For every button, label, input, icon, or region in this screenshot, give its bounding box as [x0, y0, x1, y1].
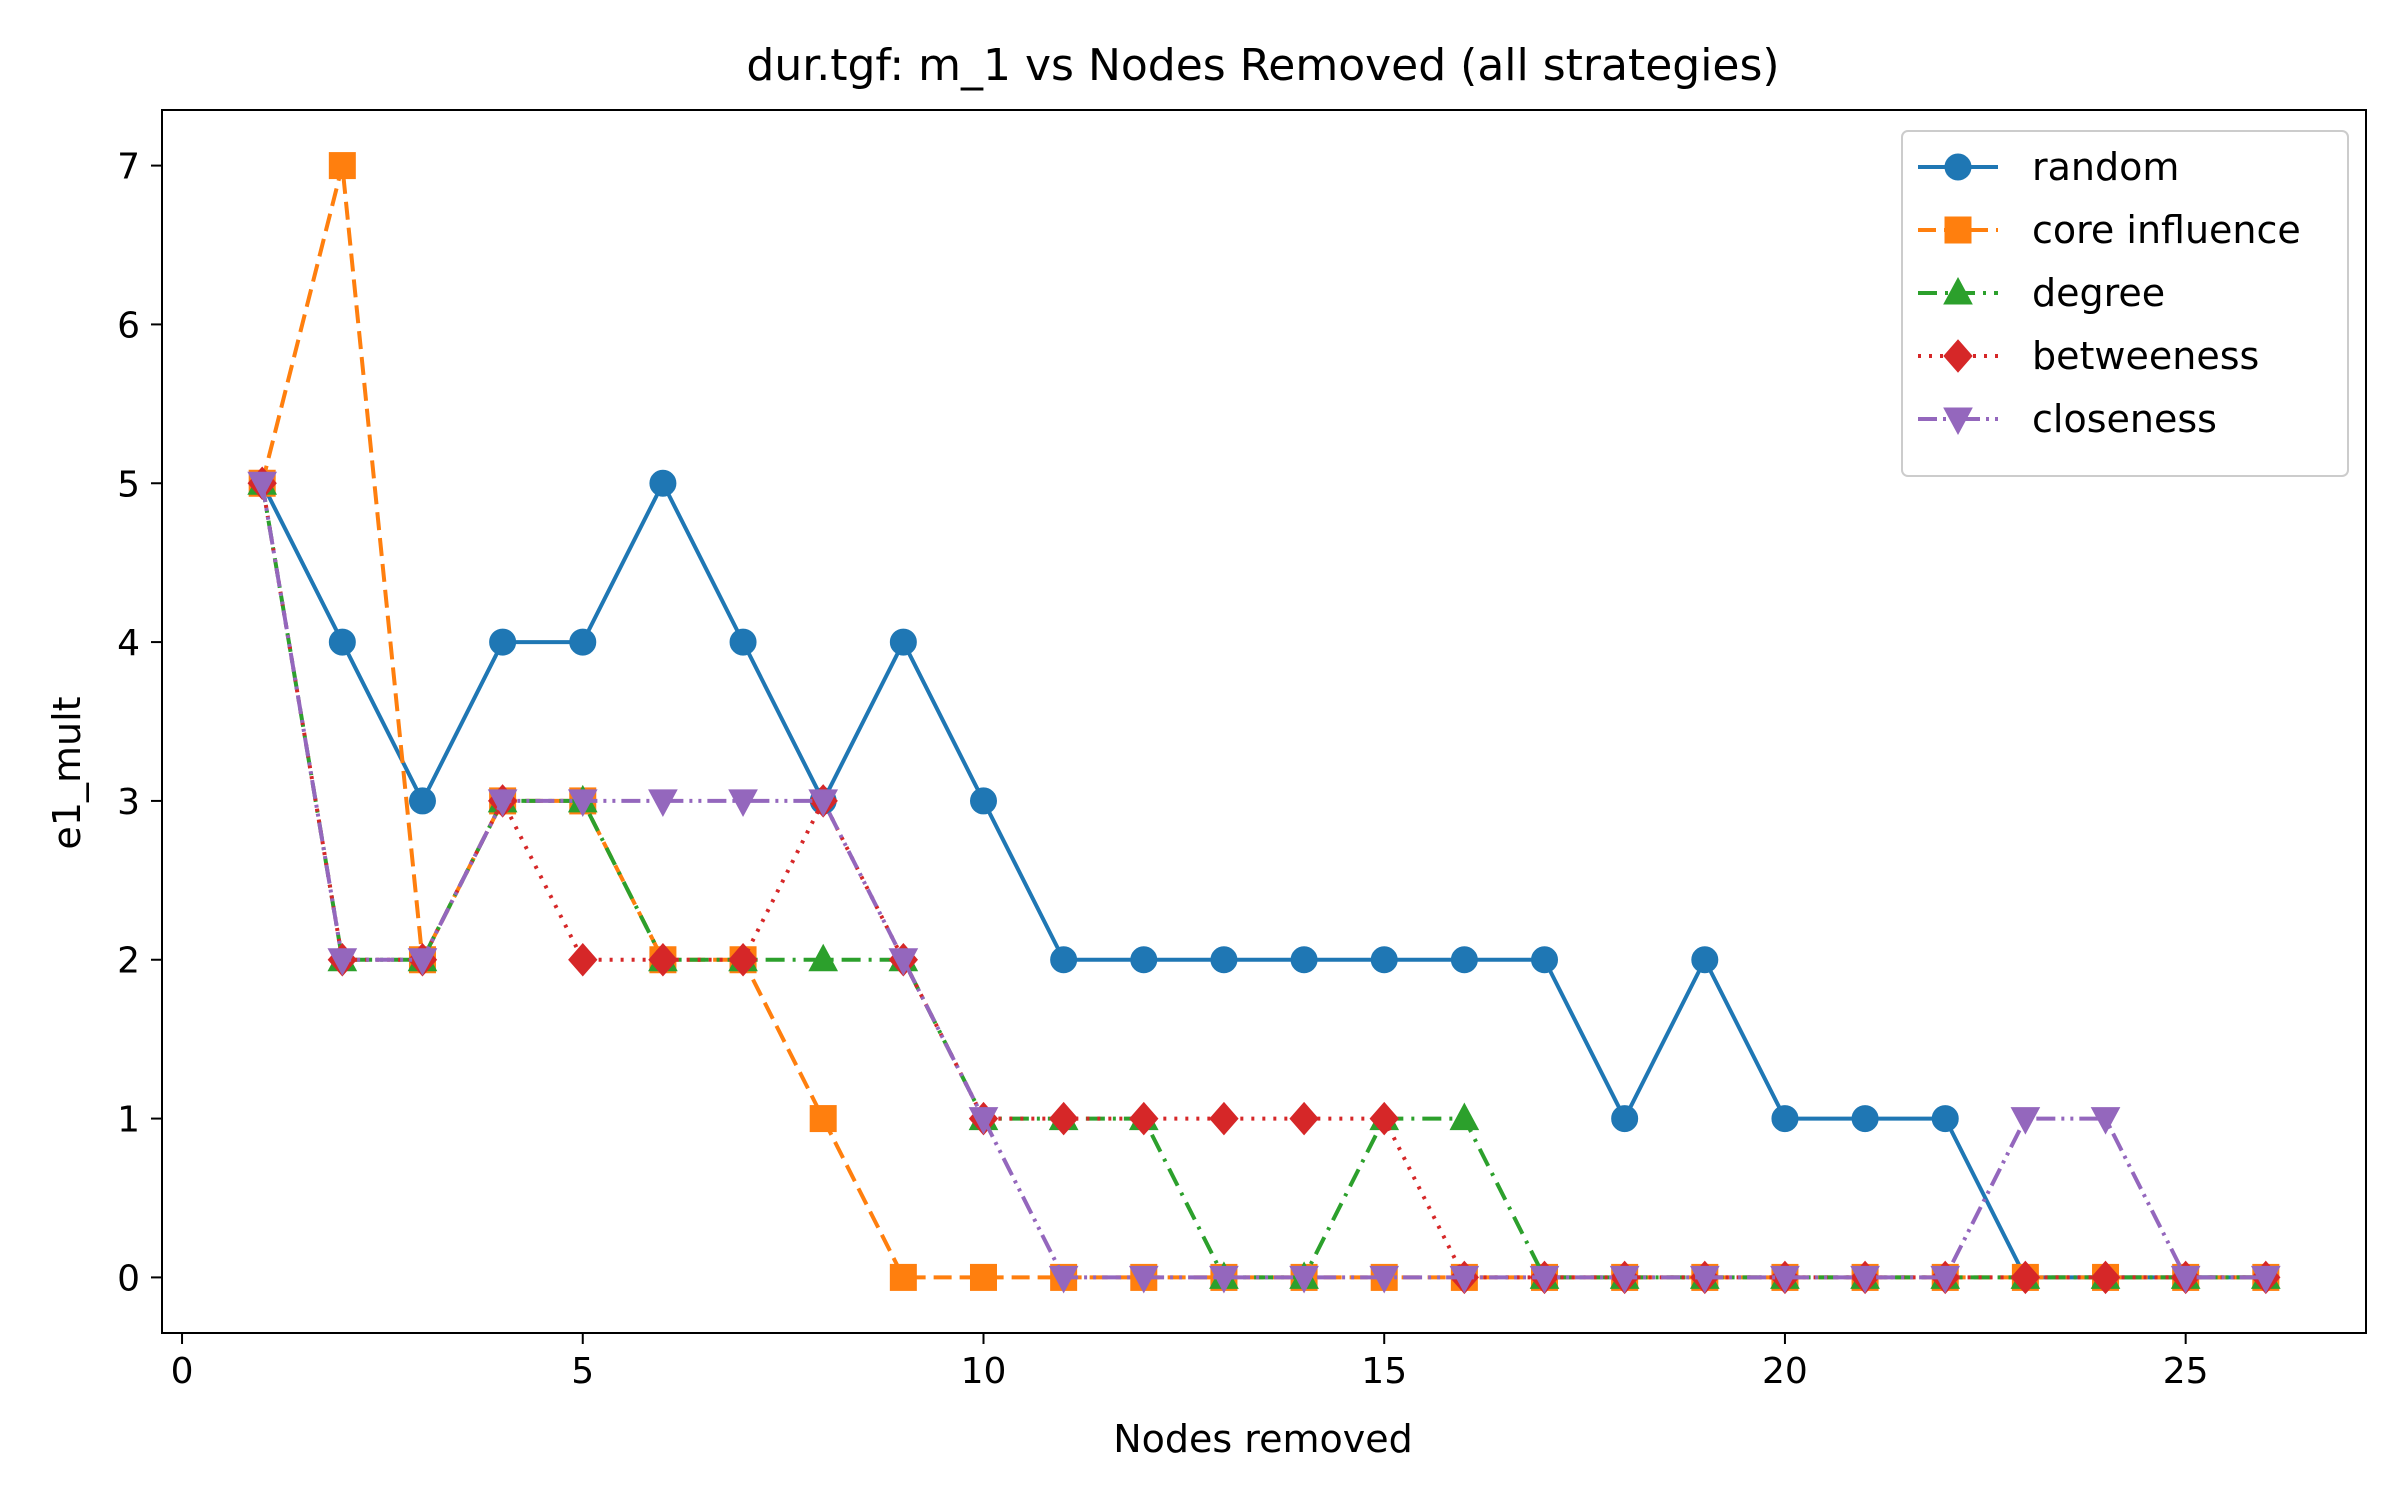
- chart-title: dur.tgf: m_1 vs Nodes Removed (all strat…: [746, 40, 1779, 91]
- data-point: [567, 789, 598, 817]
- data-point: [1209, 1101, 1239, 1136]
- data-point: [809, 1105, 837, 1133]
- legend-marker: [1943, 276, 1973, 305]
- data-point: [1930, 1265, 1961, 1294]
- axes-frame: [161, 109, 2367, 1334]
- legend-label: core influence: [2032, 208, 2301, 252]
- y-tick-label: 5: [117, 464, 140, 505]
- data-point: [1048, 1101, 1079, 1136]
- data-point: [728, 789, 758, 817]
- data-point: [1689, 1265, 1720, 1294]
- data-point: [407, 948, 438, 976]
- data-point: [2010, 1260, 2041, 1295]
- data-point: [1209, 1265, 1239, 1294]
- y-tick-label: 0: [117, 1258, 140, 1299]
- legend-marker: [1944, 153, 1972, 181]
- data-point: [328, 628, 356, 656]
- legend: random core influence degree betweeness clos…: [1901, 130, 2349, 477]
- data-point: [1130, 946, 1158, 974]
- y-axis-label: e1_mult: [45, 696, 89, 849]
- data-point: [1290, 946, 1318, 974]
- data-point: [1770, 1265, 1800, 1294]
- legend-label: random: [2032, 145, 2179, 189]
- data-point: [1370, 946, 1398, 974]
- data-point: [1449, 1102, 1480, 1131]
- data-point: [1450, 946, 1478, 974]
- data-point: [1369, 1265, 1400, 1294]
- x-tick-label: 15: [1361, 1351, 1407, 1392]
- data-point: [1289, 1101, 1319, 1136]
- data-point: [2090, 1107, 2121, 1135]
- data-point: [968, 1107, 999, 1135]
- y-tick-label: 4: [117, 623, 140, 664]
- data-point: [889, 628, 917, 656]
- data-point: [729, 628, 757, 656]
- data-point: [1210, 946, 1238, 974]
- legend-label: degree: [2032, 271, 2165, 315]
- y-tick-label: 2: [117, 941, 140, 982]
- data-point: [1531, 946, 1559, 974]
- data-point: [2090, 1260, 2121, 1295]
- data-point: [1529, 1265, 1560, 1294]
- data-point: [408, 787, 436, 815]
- y-tick-label: 7: [117, 147, 140, 188]
- data-point: [1611, 1105, 1639, 1133]
- data-point: [1129, 1101, 1159, 1136]
- legend-marker: [1944, 216, 1972, 244]
- y-tick-label: 3: [117, 782, 140, 823]
- data-point: [489, 628, 517, 656]
- x-tick-label: 0: [171, 1351, 194, 1392]
- data-point: [328, 152, 356, 180]
- data-point: [808, 943, 839, 972]
- x-tick-label: 20: [1762, 1351, 1808, 1392]
- data-point: [1289, 1265, 1319, 1294]
- plot-area: 0 5 10 15 20 25 0 1 2 3 4 5 6 7: [117, 109, 2367, 1392]
- legend-marker: [1943, 339, 1973, 373]
- x-tick-label: 10: [961, 1351, 1007, 1392]
- data-point: [969, 1263, 997, 1291]
- data-point: [2250, 1265, 2281, 1294]
- series-line: [260, 482, 2266, 1280]
- legend-box: [1901, 130, 2349, 477]
- y-tick-label: 1: [117, 1100, 140, 1141]
- data-point: [889, 1263, 917, 1291]
- data-point: [568, 942, 598, 977]
- data-point: [1851, 1105, 1879, 1133]
- data-point: [808, 789, 839, 817]
- x-tick-label: 5: [571, 1351, 594, 1392]
- data-point: [1931, 1105, 1959, 1133]
- data-point: [728, 942, 758, 977]
- legend-marker: [1943, 407, 1973, 436]
- x-tick-label: 25: [2163, 1351, 2209, 1392]
- data-point: [969, 787, 997, 815]
- data-point: [1609, 1265, 1640, 1294]
- data-point: [1369, 1101, 1399, 1136]
- data-point: [1850, 1265, 1880, 1294]
- series-line: [260, 482, 2266, 1280]
- data-point: [247, 471, 278, 500]
- data-point: [648, 789, 678, 817]
- x-axis-label: Nodes removed: [1113, 1417, 1412, 1461]
- y-tick-label: 6: [117, 305, 140, 346]
- series-closeness: [247, 471, 2281, 1294]
- legend-label: betweeness: [2032, 334, 2259, 378]
- data-point: [1048, 1265, 1079, 1294]
- data-point: [487, 789, 518, 817]
- legend-label: closeness: [2032, 397, 2217, 441]
- data-point: [327, 948, 358, 976]
- data-point: [1128, 1265, 1159, 1294]
- data-point: [2010, 1107, 2041, 1135]
- data-point: [648, 942, 678, 977]
- data-point: [1771, 1105, 1799, 1133]
- data-point: [1691, 946, 1719, 974]
- data-point: [649, 469, 677, 497]
- data-point: [888, 948, 919, 976]
- data-point: [2170, 1265, 2201, 1294]
- data-point: [1449, 1265, 1480, 1294]
- data-point: [1050, 946, 1078, 974]
- series-line: [260, 482, 2266, 1280]
- data-point: [569, 628, 597, 656]
